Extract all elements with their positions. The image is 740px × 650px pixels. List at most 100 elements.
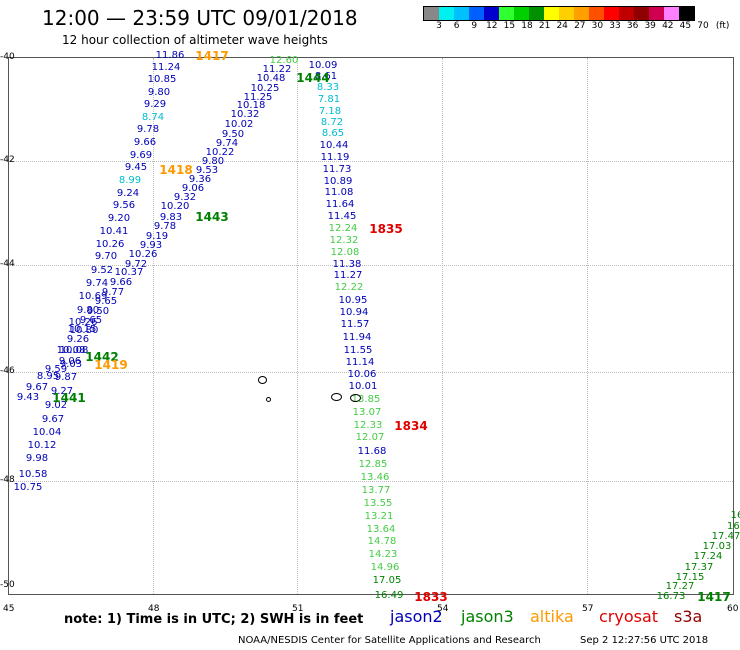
longitude-grid-line — [442, 58, 443, 594]
latitude-grid-line — [9, 161, 733, 162]
wave-height-value: 11.25 — [243, 92, 273, 103]
wave-height-value: 13.46 — [360, 472, 390, 483]
wave-height-value: 9.20 — [107, 213, 131, 224]
wave-height-value: 8.99 — [118, 175, 142, 186]
wave-height-value: 9.27 — [50, 386, 74, 397]
wave-height-value: 10.01 — [348, 381, 378, 392]
latitude-grid-line — [9, 372, 733, 373]
wave-height-value: 10.41 — [99, 226, 129, 237]
longitude-grid-line — [587, 58, 588, 594]
island-outline — [258, 376, 267, 384]
wave-height-value: 16.49 — [374, 590, 404, 601]
wave-height-value: 12.08 — [330, 247, 360, 258]
wave-height-value: 10.08 — [59, 345, 89, 356]
wave-height-value: 16.73 — [656, 591, 686, 602]
longitude-label: 48 — [148, 604, 160, 614]
wave-height-value: 10.58 — [18, 469, 48, 480]
wave-height-value: 11.27 — [333, 270, 363, 281]
latitude-label: -44 — [0, 259, 15, 269]
wave-height-value: 8.33 — [316, 82, 340, 93]
wave-height-value: 9.66 — [109, 277, 133, 288]
longitude-grid-line — [297, 58, 298, 594]
color-scale-cell — [469, 7, 484, 20]
wave-height-value: 8.72 — [320, 117, 344, 128]
color-scale-label: 18 — [521, 21, 533, 31]
wave-height-value: 13.77 — [361, 485, 391, 496]
color-scale-cell — [514, 7, 529, 20]
map-area[interactable] — [8, 57, 734, 595]
wave-height-value: 10.25 — [250, 83, 280, 94]
wave-height-value: 10.26 — [128, 249, 158, 260]
wave-height-value: 8.95 — [36, 371, 60, 382]
color-scale-labels: 3 6 9 12 15 18 21 24 27 30 33 36 39 42 45 70 (ft) — [423, 21, 740, 33]
pass-time-label: 1417 — [195, 49, 229, 63]
wave-height-value: 9.65 — [79, 315, 103, 326]
wave-height-value: 9.74 — [85, 278, 109, 289]
wave-height-value: 11.86 — [155, 50, 185, 61]
wave-height-value: 9.98 — [25, 453, 49, 464]
wave-height-value: 9.59 — [44, 364, 68, 375]
wave-height-value: 10.08 — [56, 345, 86, 356]
wave-height-value: 10.69 — [78, 291, 108, 302]
color-scale-label: 45 — [679, 21, 692, 31]
wave-height-value: 10.48 — [256, 73, 286, 84]
footer-credit: NOAA/NESDIS Center for Satellite Applica… — [238, 635, 541, 646]
longitude-label: 45 — [3, 604, 15, 614]
wave-height-value: 9.43 — [16, 392, 40, 403]
wave-height-value: 12.60 — [269, 55, 299, 66]
wave-height-value: 10.85 — [147, 74, 177, 85]
wave-height-value: 9.69 — [129, 150, 153, 161]
pass-time-label: 1835 — [369, 222, 403, 236]
wave-height-value: 12.22 — [334, 282, 364, 293]
wave-height-value: 9.87 — [54, 372, 78, 383]
color-scale-label: 15 — [503, 21, 516, 31]
color-scale-label: 36 — [626, 21, 639, 31]
wave-height-value: 9.06 — [58, 356, 82, 367]
wave-height-value: 11.68 — [357, 446, 387, 457]
color-scale-cell — [499, 7, 514, 20]
wave-height-value: 16. — [727, 521, 740, 532]
latitude-label: -48 — [0, 475, 15, 485]
color-scale-bar — [423, 6, 695, 21]
wave-height-value: 17.24 — [693, 551, 723, 562]
legend-jason3: jason3 — [461, 607, 514, 626]
wave-height-value: 11.73 — [322, 164, 352, 175]
wave-height-value: 11.22 — [262, 64, 292, 75]
wave-height-value: 9.78 — [136, 124, 160, 135]
color-scale-label: 24 — [556, 21, 568, 31]
wave-height-value: 7.18 — [318, 106, 342, 117]
wave-height-value: 13.64 — [366, 524, 396, 535]
wave-height-value: 10.09 — [308, 60, 338, 71]
color-scale-cell — [529, 7, 544, 20]
color-scale-label: 12 — [486, 21, 498, 31]
longitude-label: 60 — [727, 604, 739, 614]
pass-time-label: 1443 — [195, 210, 229, 224]
wave-height-value: 9.83 — [159, 212, 183, 223]
wave-height-value: 17.47 — [711, 531, 740, 542]
wave-height-value: 9.06 — [181, 183, 205, 194]
color-scale-label: 33 — [609, 21, 621, 31]
color-scale-cell — [679, 7, 694, 20]
wave-height-value: 9.53 — [195, 165, 219, 176]
wave-height-value: 10.26 — [95, 239, 125, 250]
wave-height-value: 10.12 — [27, 440, 57, 451]
wave-height-value: 9.03 — [59, 359, 83, 370]
color-scale-cell — [589, 7, 604, 20]
wave-height-value: 9.80 — [76, 305, 100, 316]
latitude-label: -50 — [0, 580, 15, 590]
wave-height-value: 8.74 — [141, 112, 165, 123]
color-scale-cell — [454, 7, 469, 20]
color-scale-cell — [664, 7, 679, 20]
color-scale-cell — [439, 7, 454, 20]
wave-height-value: 9.52 — [90, 265, 114, 276]
pass-time-label: 1444 — [296, 71, 330, 85]
wave-height-value: 8.61 — [314, 71, 338, 82]
pass-time-label: 1417 — [697, 590, 731, 604]
color-scale-label: 3 — [436, 21, 442, 31]
wave-height-value: 12.07 — [355, 432, 385, 443]
island-outline — [266, 397, 271, 402]
wave-height-value: 10.44 — [319, 140, 349, 151]
wave-height-value: 12.24 — [328, 223, 358, 234]
color-scale-label: 30 — [591, 21, 604, 31]
wave-height-value: 9.45 — [124, 162, 148, 173]
